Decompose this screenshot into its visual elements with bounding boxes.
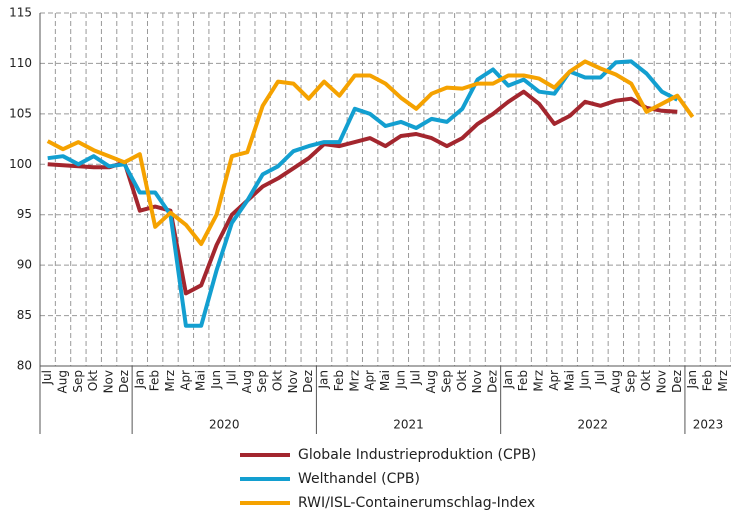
y-tick-label: 100: [9, 157, 32, 171]
x-tick-label: Mai: [562, 370, 576, 391]
x-tick-label: Mai: [194, 370, 208, 391]
y-tick-label: 85: [17, 308, 32, 322]
x-tick-label: Dez: [117, 370, 131, 393]
x-tick-label: Nov: [470, 370, 484, 393]
series-line: [46, 59, 695, 246]
x-tick-label: Apr: [547, 370, 561, 391]
x-tick-label: Jul: [40, 370, 54, 385]
x-tick-label: Feb: [332, 370, 346, 391]
x-tick-label: Nov: [286, 370, 300, 393]
year-label: 2022: [578, 418, 609, 432]
x-tick-label: Aug: [240, 370, 254, 393]
x-tick-label: Sep: [71, 370, 85, 393]
x-tick-label: Okt: [455, 370, 469, 391]
legend-label: Globale Industrieproduktion (CPB): [298, 447, 536, 463]
x-tick-label: Jan: [317, 370, 331, 390]
x-tick-label: Jul: [593, 370, 607, 385]
y-tick-label: 80: [17, 359, 32, 373]
x-tick-label: Mrz: [716, 370, 730, 392]
x-tick-label: Feb: [700, 370, 714, 391]
x-tick-label: Jun: [578, 370, 592, 390]
x-tick-label: Dez: [670, 370, 684, 393]
year-label: 2023: [693, 418, 724, 432]
x-tick-label: Okt: [86, 370, 100, 391]
x-tick-label: Okt: [639, 370, 653, 391]
x-tick-label: Okt: [271, 370, 285, 391]
year-label: 2021: [393, 418, 424, 432]
y-tick-label: 95: [17, 207, 32, 221]
y-tick-label: 110: [9, 56, 32, 70]
x-tick-label: Mrz: [347, 370, 361, 392]
y-tick-label: 115: [9, 6, 32, 20]
legend-label: RWI/ISL-Containerumschlag-Index: [298, 495, 535, 511]
x-tick-label: Sep: [255, 370, 269, 393]
year-label: 2020: [209, 418, 240, 432]
x-tick-label: Jun: [393, 370, 407, 390]
x-tick-label: Mrz: [163, 370, 177, 392]
x-tick-label: Apr: [363, 370, 377, 391]
x-tick-label: Apr: [178, 370, 192, 391]
x-tick-label: Jan: [132, 370, 146, 390]
x-tick-label: Dez: [485, 370, 499, 393]
x-tick-label: Aug: [56, 370, 70, 393]
x-tick-label: Jul: [224, 370, 238, 385]
y-tick-label: 90: [17, 258, 32, 272]
x-tick-label: Nov: [654, 370, 668, 393]
x-tick-label: Feb: [516, 370, 530, 391]
x-tick-label: Jan: [685, 370, 699, 390]
x-tick-label: Aug: [424, 370, 438, 393]
x-tick-label: Mai: [378, 370, 392, 391]
x-tick-label: Aug: [608, 370, 622, 393]
legend-label: Welthandel (CPB): [298, 471, 420, 487]
x-tick-label: Nov: [102, 370, 116, 393]
x-tick-label: Jul: [409, 370, 423, 385]
x-tick-label: Dez: [301, 370, 315, 393]
x-tick-label: Sep: [439, 370, 453, 393]
x-tick-label: Jan: [501, 370, 515, 390]
x-tick-label: Sep: [624, 370, 638, 393]
series-line: [47, 59, 679, 328]
y-tick-label: 105: [9, 106, 32, 120]
x-tick-label: Jun: [209, 370, 223, 390]
x-tick-label: Feb: [148, 370, 162, 391]
x-tick-label: Mrz: [532, 370, 546, 392]
